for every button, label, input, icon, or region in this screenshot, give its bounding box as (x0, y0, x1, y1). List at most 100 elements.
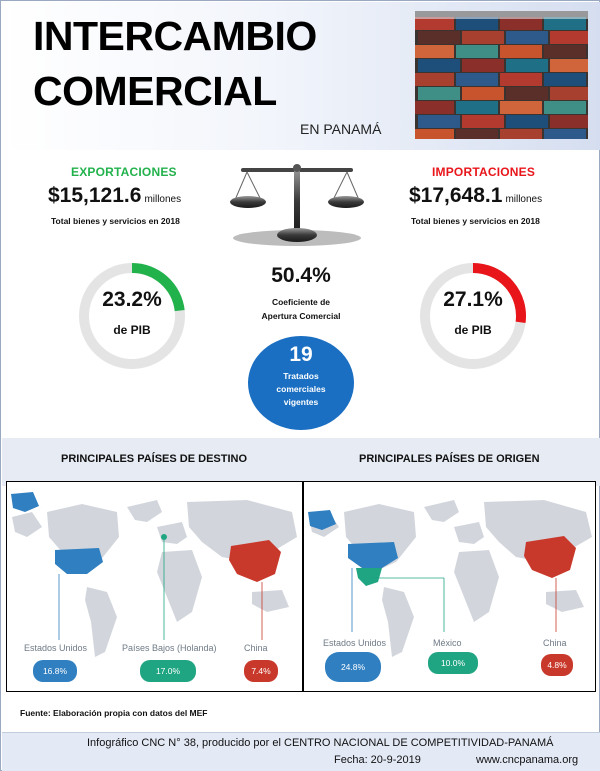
dest-country-1: Estados Unidos (24, 643, 88, 653)
title-line-2: COMERCIAL (33, 68, 277, 114)
orig-country-2: México (433, 638, 462, 648)
container-block (418, 59, 460, 72)
container-block (456, 17, 498, 30)
treaties-line-1: Tratados (283, 371, 319, 381)
mexico-shape (356, 568, 382, 586)
destinations-heading: PRINCIPALES PAÍSES DE DESTINO (61, 453, 248, 465)
container-block (456, 129, 498, 139)
treaties-label: Tratados comerciales vigentes (248, 370, 354, 409)
container-block (462, 87, 504, 100)
container-block (500, 101, 542, 114)
title-line-1: INTERCAMBIO (33, 13, 317, 59)
orig-country-1: Estados Unidos (323, 638, 387, 648)
china-shape (524, 536, 576, 578)
container-block (506, 59, 548, 72)
alaska-shape (11, 492, 39, 512)
exports-pib-ring: 23.2% de PIB (77, 261, 187, 371)
exports-amount-unit: millones (144, 194, 182, 205)
world-map-origins (308, 500, 592, 657)
footer-bar (2, 732, 600, 771)
orig-share-3: 4.8% (541, 654, 573, 676)
container-block (544, 101, 586, 114)
exports-note: Total bienes y servicios en 2018 (51, 216, 180, 226)
footer-website[interactable]: www.cncpanama.org (476, 754, 579, 766)
container-block (462, 59, 504, 72)
container-block (418, 87, 460, 100)
imports-amount-unit: millones (505, 194, 543, 205)
imports-pib-label: de PIB (454, 323, 492, 337)
container-block (550, 59, 588, 72)
dest-share-1: 16.8% (33, 660, 77, 682)
orig-country-3: China (543, 638, 567, 648)
treaties-line-3: vigentes (283, 397, 319, 407)
exports-pib-percent: 23.2% (102, 288, 162, 311)
container-block (544, 17, 586, 30)
orig-share-2: 10.0% (428, 652, 478, 674)
openness-label: Coeficiente de Apertura Comercial (241, 295, 361, 323)
footer-credit: Infográfico CNC N° 38, producido por el … (87, 737, 554, 749)
container-block (462, 115, 504, 128)
imports-amount-value: $17,648.1 (409, 184, 503, 207)
orig-share-1: 24.8% (325, 652, 381, 682)
source-note: Fuente: Elaboración propia con datos del… (20, 708, 208, 718)
dest-share-3: 7.4% (244, 660, 278, 682)
shipping-containers-photo (415, 11, 588, 139)
imports-note: Total bienes y servicios en 2018 (411, 216, 540, 226)
container-block (500, 17, 542, 30)
imports-ring-fill (472, 263, 526, 323)
container-block (415, 45, 454, 58)
dest-country-2: Países Bajos (Holanda) (122, 643, 217, 653)
imports-pib-percent: 27.1% (443, 288, 503, 311)
container-block (544, 129, 586, 139)
container-block (506, 31, 548, 44)
imports-label: IMPORTACIONES (432, 165, 536, 179)
destinations-map (6, 481, 303, 692)
usa-shape (348, 542, 398, 568)
container-block (506, 115, 548, 128)
balance-scale-icon (227, 164, 367, 249)
treaties-line-2: comerciales (276, 384, 326, 394)
container-block (544, 73, 586, 86)
openness-label-line-2: Apertura Comercial (261, 311, 341, 321)
dest-share-2: 17.0% (140, 660, 196, 682)
page-subtitle: EN PANAMÁ (300, 121, 382, 137)
footer-date: Fecha: 20-9-2019 (334, 754, 421, 766)
origins-heading: PRINCIPALES PAÍSES DE ORIGEN (359, 453, 540, 465)
openness-label-line-1: Coeficiente de (271, 297, 331, 307)
container-block (418, 31, 460, 44)
container-block (500, 129, 542, 139)
china-shape (229, 540, 281, 582)
maps-heading-band (2, 438, 600, 486)
container-block (550, 31, 588, 44)
container-block (415, 17, 454, 30)
container-block (415, 101, 454, 114)
netherlands-marker (161, 534, 167, 540)
container-block (456, 45, 498, 58)
container-block (500, 73, 542, 86)
imports-amount: $17,648.1 millones (409, 184, 542, 208)
container-block (415, 129, 454, 139)
imports-pib-ring: 27.1% de PIB (418, 261, 528, 371)
container-block (456, 101, 498, 114)
container-block (456, 73, 498, 86)
exports-amount-value: $15,121.6 (48, 184, 142, 207)
exports-ring-fill (131, 263, 185, 312)
container-block (544, 45, 586, 58)
container-block (415, 73, 454, 86)
container-block (418, 115, 460, 128)
alaska-shape (308, 510, 336, 530)
container-block (550, 115, 588, 128)
exports-label: EXPORTACIONES (71, 165, 177, 179)
dest-country-3: China (244, 643, 268, 653)
openness-percent: 50.4% (271, 264, 331, 287)
container-block (550, 87, 588, 100)
container-block (462, 31, 504, 44)
world-map-destinations (11, 492, 297, 657)
container-block (506, 87, 548, 100)
usa-shape (55, 548, 103, 574)
treaties-badge: 19 Tratados comerciales vigentes (248, 336, 354, 430)
container-block (500, 45, 542, 58)
exports-pib-label: de PIB (113, 323, 151, 337)
page-title: INTERCAMBIO COMERCIAL (33, 9, 317, 119)
